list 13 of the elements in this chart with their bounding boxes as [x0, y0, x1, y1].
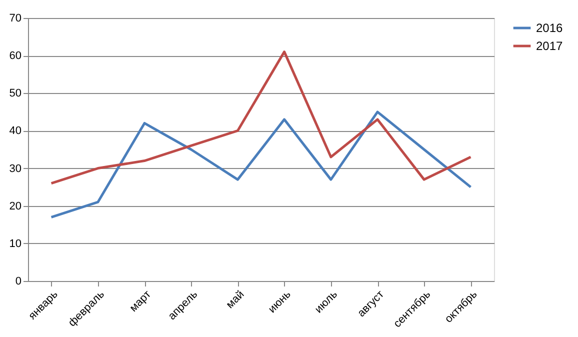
y-tick-label: 40: [9, 125, 22, 138]
y-tick-label: 50: [9, 88, 22, 100]
x-tick-label: май: [224, 288, 247, 312]
legend-label: 2016: [536, 21, 564, 35]
legend-label: 2017: [536, 39, 564, 53]
y-tick-label: 10: [9, 238, 22, 250]
y-tick-label: 60: [9, 50, 22, 62]
y-tick-label: 0: [15, 276, 22, 288]
y-tick-label: 30: [9, 162, 22, 175]
y-tick-label: 20: [9, 200, 22, 212]
y-tick-label: 70: [9, 12, 22, 24]
line-series: [50, 110, 472, 218]
line-series: [50, 50, 472, 185]
